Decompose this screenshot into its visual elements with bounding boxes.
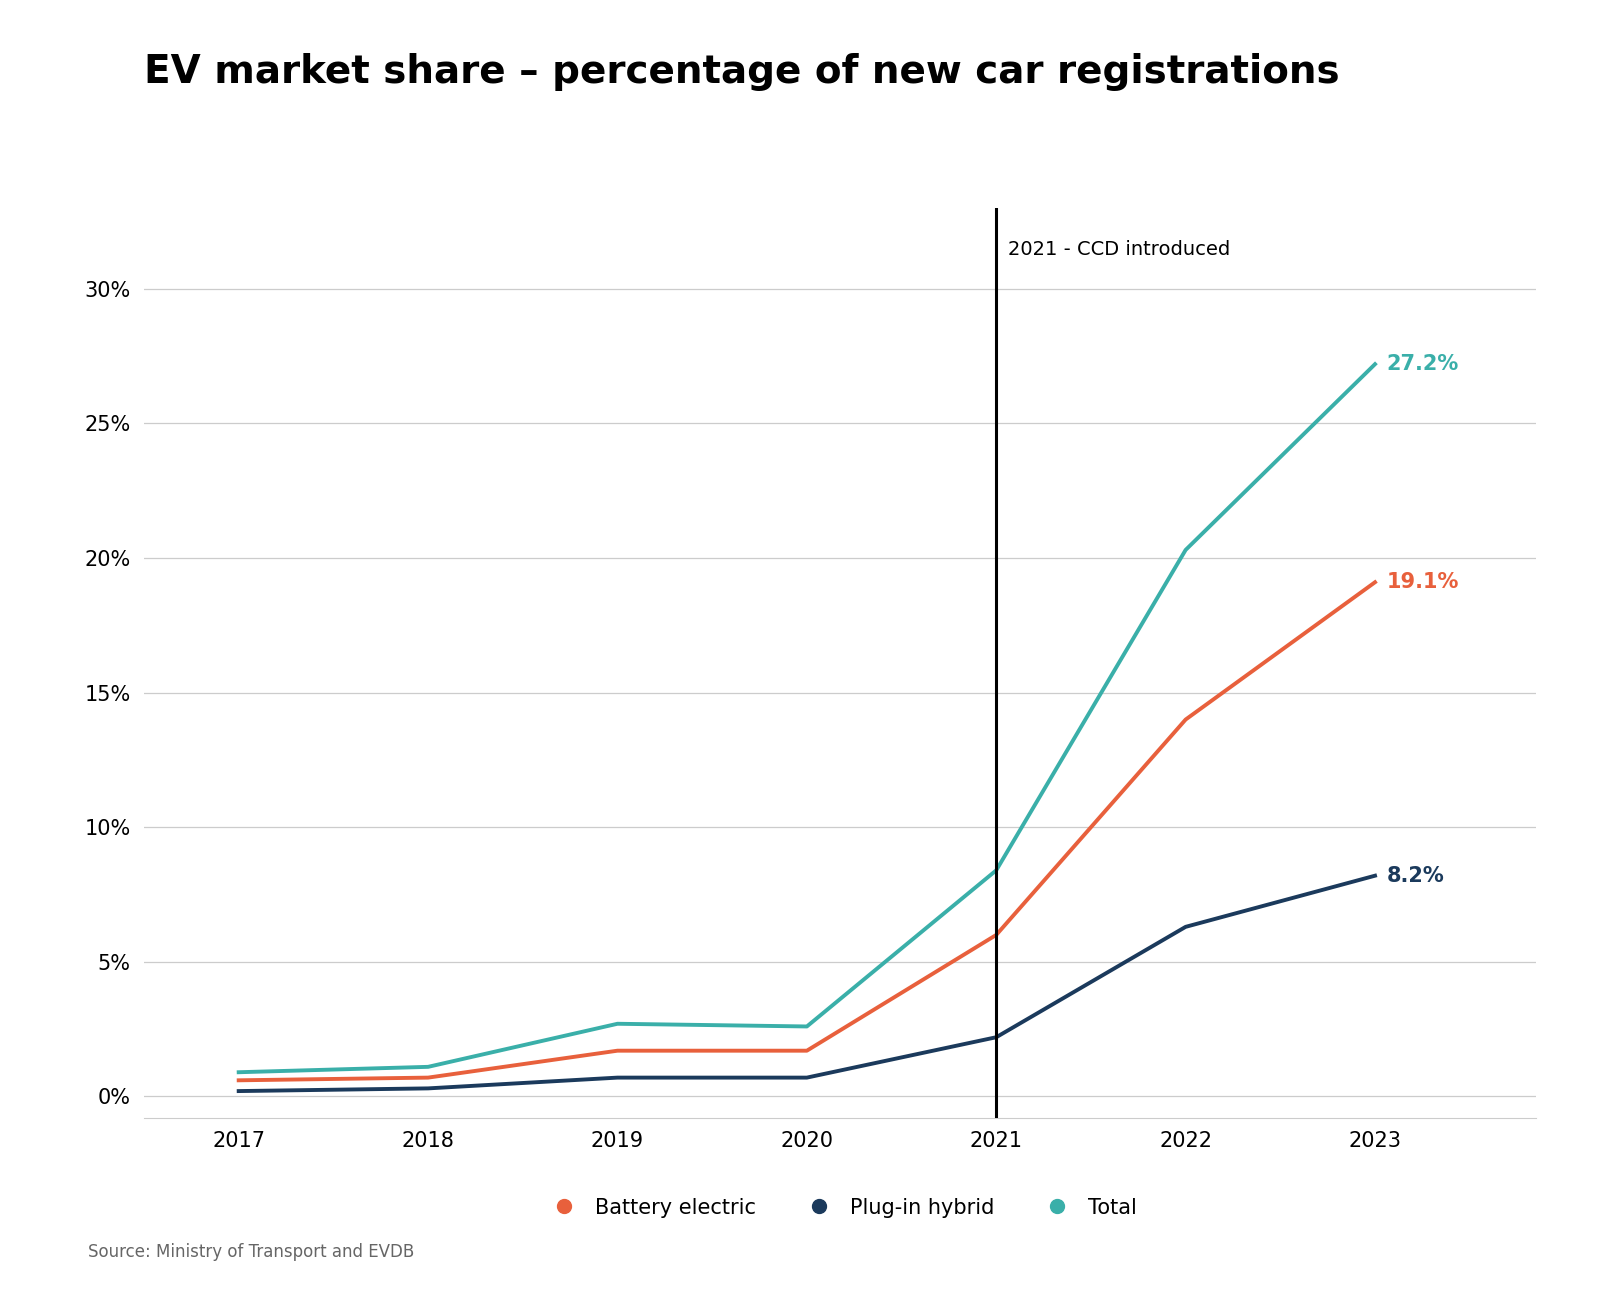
Text: 8.2%: 8.2%	[1386, 866, 1445, 885]
Text: 19.1%: 19.1%	[1386, 572, 1459, 593]
Text: 2021 - CCD introduced: 2021 - CCD introduced	[1008, 240, 1230, 259]
Text: 27.2%: 27.2%	[1386, 354, 1459, 374]
Legend: Battery electric, Plug-in hybrid, Total: Battery electric, Plug-in hybrid, Total	[534, 1190, 1146, 1226]
Text: Source: Ministry of Transport and EVDB: Source: Ministry of Transport and EVDB	[88, 1243, 414, 1261]
Text: EV market share – percentage of new car registrations: EV market share – percentage of new car …	[144, 53, 1339, 91]
